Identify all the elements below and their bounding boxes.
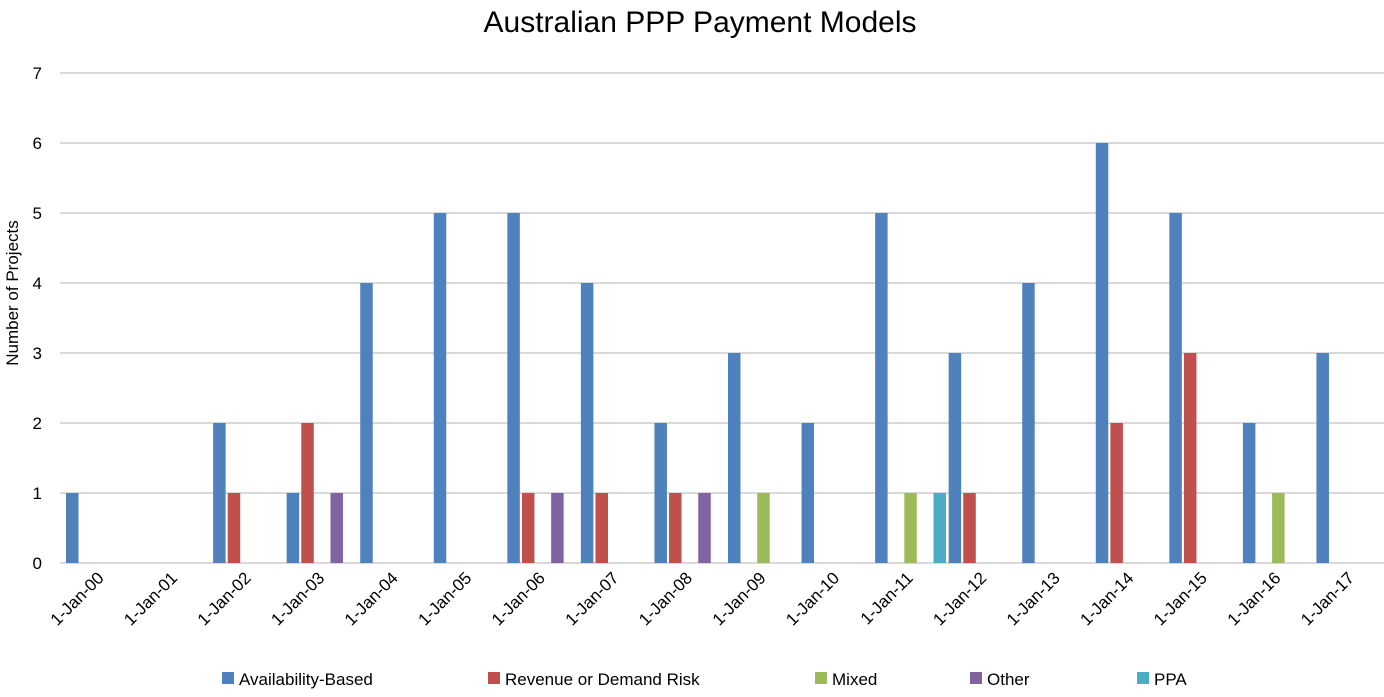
- bar-availability-based-1-jan-05: [433, 213, 447, 563]
- chart-title: Australian PPP Payment Models: [484, 6, 917, 39]
- bar-other-1-jan-03: [330, 493, 343, 563]
- bar-availability-based-1-jan-00: [66, 493, 79, 563]
- bar-other-1-jan-06: [551, 493, 564, 563]
- bar-revenue-or-demand-risk-1-jan-03: [301, 423, 314, 563]
- bar-other-1-jan-08: [698, 493, 711, 563]
- bar-availability-based-1-jan-11: [875, 213, 888, 563]
- bar-availability-based-1-jan-17: [1316, 353, 1329, 563]
- bar-availability-based-1-jan-15: [1169, 213, 1182, 563]
- legend-swatch: [815, 672, 827, 684]
- bar-ppa-1-jan-11: [933, 493, 947, 563]
- x-tick-labels: 1-Jan-00 1-Jan-01 1-Jan-02 1-Jan-03 1-Jan-04…: [47, 568, 1358, 629]
- x-tick-label: 1-Jan-01: [120, 568, 181, 629]
- bar-mixed-1-jan-11: [904, 493, 917, 563]
- y-tick-label: 7: [33, 64, 42, 83]
- legend-item: Revenue or Demand Risk: [488, 670, 700, 689]
- bar-availability-based-1-jan-07: [580, 283, 594, 563]
- legend-item: Availability-Based: [222, 670, 373, 689]
- bar-revenue-or-demand-risk-1-jan-02: [227, 493, 241, 563]
- bar-revenue-or-demand-risk-1-jan-07: [595, 493, 608, 563]
- x-tick-label: 1-Jan-03: [267, 568, 328, 629]
- y-tick-label: 6: [33, 134, 42, 153]
- bar-availability-based-1-jan-08: [654, 423, 667, 563]
- bars: [66, 143, 1329, 563]
- x-tick-label: 1-Jan-05: [414, 568, 475, 629]
- bar-mixed-1-jan-16: [1272, 493, 1285, 563]
- x-tick-label: 1-Jan-07: [562, 568, 623, 629]
- y-tick-label: 3: [33, 344, 42, 363]
- y-tick-labels: 0 1 2 3 4 5 6 7: [33, 64, 42, 573]
- x-tick-label: 1-Jan-08: [635, 568, 696, 629]
- x-tick-label: 1-Jan-17: [1297, 568, 1358, 629]
- x-tick-label: 1-Jan-04: [341, 568, 402, 629]
- gridlines: [60, 72, 1384, 564]
- bar-revenue-or-demand-risk-1-jan-08: [669, 493, 682, 563]
- x-tick-label: 1-Jan-09: [709, 568, 770, 629]
- legend-swatch: [1137, 672, 1149, 684]
- x-tick-label: 1-Jan-06: [488, 568, 549, 629]
- bar-availability-based-1-jan-04: [360, 283, 373, 563]
- legend-swatch: [222, 672, 234, 684]
- bar-revenue-or-demand-risk-1-jan-12: [963, 493, 976, 563]
- legend-item: Other: [970, 670, 1030, 689]
- bar-revenue-or-demand-risk-1-jan-06: [521, 493, 535, 563]
- bar-availability-based-1-jan-06: [507, 213, 520, 563]
- legend-swatch: [488, 672, 500, 684]
- bar-availability-based-1-jan-03: [286, 493, 300, 563]
- legend-label: Mixed: [832, 670, 877, 689]
- x-tick-label: 1-Jan-15: [1150, 568, 1211, 629]
- bar-revenue-or-demand-risk-1-jan-15: [1183, 353, 1197, 563]
- y-axis-label: Number of Projects: [3, 220, 22, 366]
- x-tick-label: 1-Jan-12: [929, 568, 990, 629]
- legend-swatch: [970, 672, 982, 684]
- y-tick-label: 2: [33, 414, 42, 433]
- legend-item: PPA: [1137, 670, 1187, 689]
- bar-mixed-1-jan-09: [757, 493, 770, 563]
- bar-availability-based-1-jan-13: [1022, 283, 1035, 563]
- x-tick-label: 1-Jan-02: [194, 568, 255, 629]
- y-tick-label: 0: [33, 554, 42, 573]
- bar-availability-based-1-jan-02: [213, 423, 226, 563]
- y-tick-label: 4: [33, 274, 42, 293]
- x-tick-label: 1-Jan-10: [782, 568, 843, 629]
- legend-item: Mixed: [815, 670, 877, 689]
- legend: Availability-Based Revenue or Demand Risk…: [222, 670, 1187, 689]
- legend-label: Availability-Based: [239, 670, 373, 689]
- legend-label: PPA: [1154, 670, 1187, 689]
- y-tick-label: 1: [33, 484, 42, 503]
- bar-availability-based-1-jan-16: [1242, 423, 1256, 563]
- bar-availability-based-1-jan-10: [801, 423, 815, 563]
- legend-label: Revenue or Demand Risk: [505, 670, 700, 689]
- legend-label: Other: [987, 670, 1030, 689]
- bar-availability-based-1-jan-14: [1095, 143, 1109, 563]
- bar-revenue-or-demand-risk-1-jan-14: [1110, 423, 1123, 563]
- bar-availability-based-1-jan-09: [728, 353, 741, 563]
- x-tick-label: 1-Jan-00: [47, 568, 108, 629]
- x-tick-label: 1-Jan-13: [1003, 568, 1064, 629]
- x-tick-label: 1-Jan-14: [1076, 568, 1137, 629]
- x-tick-label: 1-Jan-11: [857, 568, 917, 628]
- y-tick-label: 5: [33, 204, 42, 223]
- bar-availability-based-1-jan-12: [948, 353, 962, 563]
- x-tick-label: 1-Jan-16: [1224, 568, 1285, 629]
